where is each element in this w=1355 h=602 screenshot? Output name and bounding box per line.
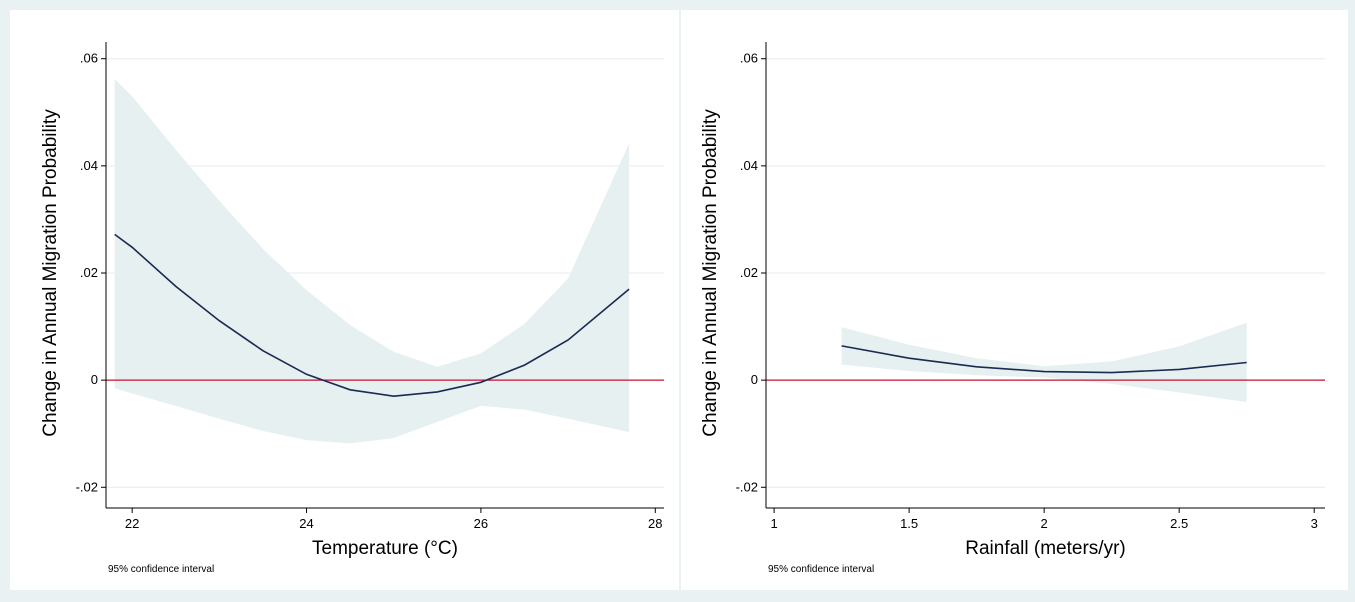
y-tick-label: 0 <box>751 372 758 387</box>
y-tick-label: .06 <box>80 51 98 66</box>
x-tick-label: 26 <box>474 516 488 531</box>
x-axis-title: Temperature (°C) <box>312 538 458 559</box>
y-tick-label: .02 <box>740 265 758 280</box>
x-tick-label: 3 <box>1311 516 1318 531</box>
temperature-panel: -.02 0 .02 .04 .06 22 24 26 28 Temperature (°C) Ch… <box>10 10 679 590</box>
x-axis-title: Rainfall (meters/yr) <box>965 538 1125 559</box>
x-tick-label: 2 <box>1041 516 1048 531</box>
fitted-line <box>841 345 1247 374</box>
x-tick-label: 22 <box>125 516 139 531</box>
y-tick-label: 0 <box>91 372 98 387</box>
y-tick-label: .04 <box>80 158 98 173</box>
confidence-band <box>841 322 1247 403</box>
panel-background <box>681 10 1348 590</box>
y-axis-title: Change in Annual Migration Probability <box>700 109 721 437</box>
confidence-band <box>114 79 630 444</box>
ci-note: 95% confidence interval <box>108 564 214 575</box>
x-tick-label: 24 <box>299 516 313 531</box>
y-tick-label: .02 <box>80 265 98 280</box>
y-axis-title: Change in Annual Migration Probability <box>40 109 61 437</box>
y-tick-label: .04 <box>740 158 758 173</box>
x-tick-label: 2.5 <box>1170 516 1188 531</box>
ci-note: 95% confidence interval <box>768 564 874 575</box>
x-tick-label: 1 <box>770 516 777 531</box>
y-tick-label: -.02 <box>736 479 758 494</box>
y-tick-label: .06 <box>740 51 758 66</box>
y-tick-label: -.02 <box>76 479 98 494</box>
rainfall-panel: -.02 0 .02 .04 .06 1 1.5 2 2.5 3 Rainfall (meters/… <box>681 10 1348 590</box>
x-tick-label: 1.5 <box>900 516 918 531</box>
x-tick-label: 28 <box>648 516 662 531</box>
fitted-line <box>114 233 630 398</box>
